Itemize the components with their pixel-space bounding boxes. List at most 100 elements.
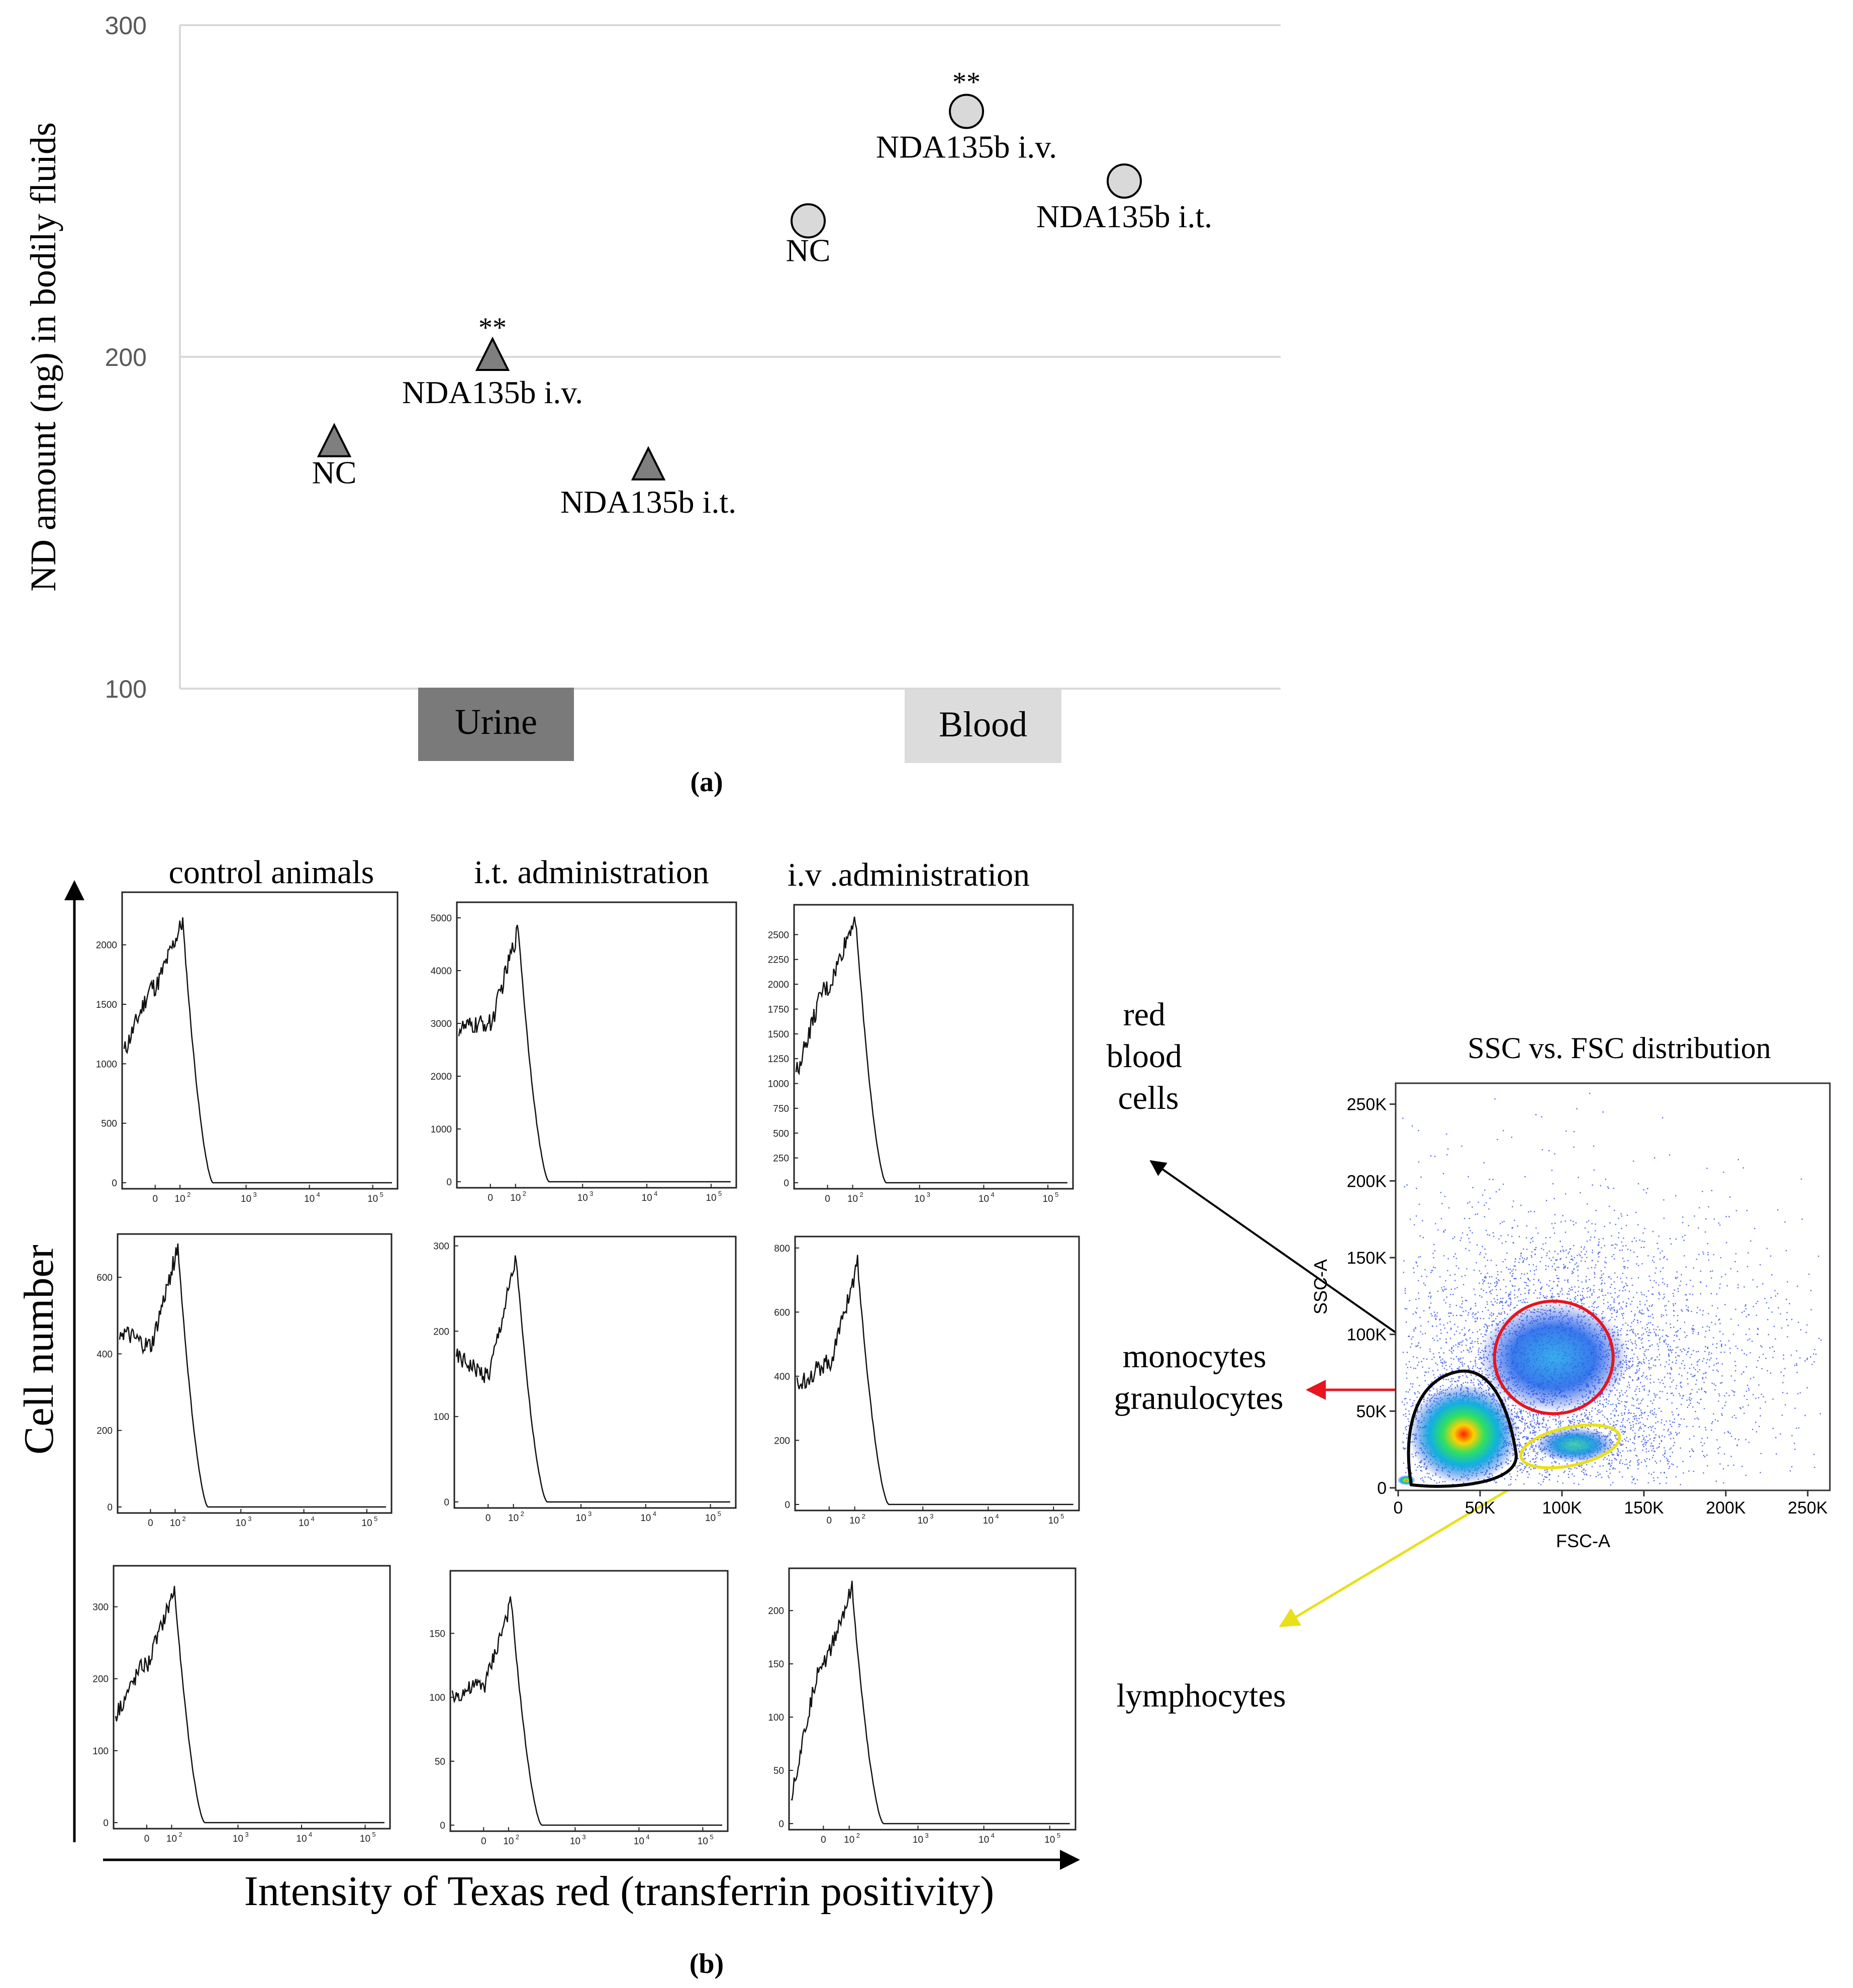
column-title-iv: i.v .administration	[788, 857, 1030, 893]
histogram-xtick-exponent: 5	[718, 1510, 721, 1518]
panel-b-caption: (b)	[690, 1948, 724, 1979]
marker-blood-nda135b-i-t	[1107, 163, 1142, 199]
histogram-xtick-label: 10	[166, 1834, 177, 1844]
histogram-curve	[119, 1243, 386, 1508]
histogram-ytick-label: 2250	[768, 955, 789, 966]
histogram-xtick-exponent: 4	[646, 1833, 649, 1841]
histogram-xtick-label: 0	[487, 1193, 493, 1203]
histogram-r0-c2: 0 250 500 750 1000 1250 1500 1750 2000 2250 2500 0 1…	[768, 904, 1074, 1204]
y-axis-label-cell-number: Cell number	[16, 1245, 62, 1455]
histogram-xtick-label: 10	[170, 1518, 180, 1529]
histogram-xtick-label: 10	[642, 1193, 652, 1203]
histogram-ytick-label: 2000	[431, 1072, 452, 1082]
histogram-xtick-label: 10	[705, 1513, 716, 1524]
histogram-ytick-label: 0	[446, 1177, 452, 1188]
scatter-ytick-label: 50K	[1356, 1402, 1387, 1421]
histogram-xtick-label: 10	[367, 1194, 378, 1204]
histogram-ytick-label: 0	[107, 1502, 113, 1513]
histogram-ytick-label: 5000	[431, 913, 452, 924]
significance-blood-nda135b-i-v: **	[952, 67, 981, 98]
histogram-xtick-exponent: 4	[653, 1510, 656, 1518]
histogram-xtick-label: 10	[360, 1834, 370, 1844]
histogram-ytick-label: 1500	[768, 1029, 789, 1040]
ytick-100: 100	[105, 675, 147, 703]
scatter-ticks: 00 50K 50K 100K 100K 150K 150K 200K 200K 250K 250K	[1347, 1095, 1828, 1518]
label-urine-nc: NC	[312, 455, 357, 491]
histogram-xtick-exponent: 5	[1060, 1512, 1064, 1520]
histogram-xtick-label: 0	[827, 1516, 832, 1526]
histogram-ytick-label: 1750	[768, 1004, 789, 1015]
histogram-xtick-exponent: 5	[710, 1833, 713, 1841]
histogram-ytick-label: 0	[784, 1178, 789, 1189]
panel-b: control animals i.t. administration i.v …	[16, 854, 1831, 1979]
histogram-ytick-label: 50	[435, 1757, 445, 1767]
histogram-ytick-label: 4000	[431, 966, 452, 977]
histogram-ytick-label: 1500	[96, 1000, 117, 1010]
histogram-ytick-label: 0	[112, 1178, 117, 1189]
y-tick-labels: 300 200 100	[105, 12, 147, 703]
histogram-ytick-label: 100	[768, 1713, 784, 1723]
histogram-xtick-label: 10	[844, 1835, 854, 1845]
histogram-xtick-label: 10	[508, 1513, 519, 1524]
histogram-ytick-label: 100	[429, 1693, 445, 1703]
gate-lymphocytes	[1519, 1423, 1621, 1470]
significance-urine-nda135b-i-v: **	[478, 312, 507, 343]
histogram-ytick-label: 150	[768, 1659, 784, 1670]
blood-category-label: Blood	[939, 704, 1027, 744]
histogram-xtick-exponent: 4	[311, 1515, 315, 1523]
panel-a-caption: (a)	[690, 767, 723, 798]
scatter-ytick-label: 250K	[1347, 1095, 1387, 1114]
histogram-xtick-exponent: 2	[179, 1831, 182, 1838]
histogram-xtick-label: 10	[510, 1193, 521, 1203]
scatter-xlabel: FSC-A	[1556, 1531, 1610, 1551]
y-gridlines	[179, 24, 1281, 690]
histogram-xtick-label: 0	[148, 1518, 153, 1529]
histogram-xtick-exponent: 4	[995, 1512, 999, 1520]
histogram-xtick-exponent: 2	[187, 1191, 190, 1198]
histogram-frame	[456, 901, 737, 1189]
histogram-ytick-label: 2000	[96, 940, 117, 951]
histogram-curve	[455, 1255, 730, 1503]
histogram-curve	[451, 1596, 722, 1826]
scatter-xtick-label: 100K	[1542, 1498, 1582, 1518]
histogram-ytick-label: 100	[433, 1412, 449, 1423]
scatter-xtick-label: 200K	[1706, 1498, 1746, 1518]
histogram-ytick-label: 500	[773, 1128, 789, 1139]
histogram-ytick-label: 0	[103, 1818, 109, 1829]
histogram-xtick-label: 10	[979, 1835, 989, 1845]
histogram-xtick-label: 10	[914, 1194, 925, 1204]
row-label-lymphocytes: lymphocytes	[1116, 1677, 1286, 1714]
histogram-xtick-exponent: 5	[380, 1191, 383, 1198]
histogram-ytick-label: 300	[92, 1602, 109, 1613]
marker-urine-nda135b-i-t	[631, 446, 666, 481]
histogram-xtick-label: 0	[152, 1194, 158, 1204]
histogram-curve	[123, 917, 392, 1184]
histogram-xtick-exponent: 4	[309, 1831, 312, 1838]
scatter-xtick-label: 0	[1394, 1498, 1403, 1518]
histogram-ytick-label: 0	[785, 1500, 790, 1510]
histogram-xtick-exponent: 3	[248, 1515, 251, 1523]
histogram-frame	[793, 904, 1074, 1190]
histogram-xtick-exponent: 5	[1055, 1191, 1058, 1198]
histogram-xtick-exponent: 3	[590, 1190, 593, 1197]
histogram-ytick-label: 300	[433, 1241, 449, 1252]
histogram-frame	[449, 1570, 729, 1832]
histogram-xtick-label: 10	[241, 1194, 251, 1204]
histogram-ytick-label: 750	[773, 1104, 789, 1114]
urine-category-box	[418, 688, 574, 761]
histogram-xtick-label: 10	[304, 1194, 315, 1204]
histogram-ytick-label: 600	[774, 1307, 790, 1318]
label-urine-nda135b-i-t: NDA135b i.t.	[560, 484, 736, 520]
histogram-xtick-label: 0	[825, 1194, 830, 1204]
gate-monocytes-granulocytes	[1493, 1299, 1615, 1415]
histogram-xtick-exponent: 3	[588, 1510, 592, 1518]
label-blood-nda135b-i-t: NDA135b i.t.	[1036, 199, 1212, 234]
marker-urine-nc	[317, 423, 352, 457]
histogram-frame	[794, 1236, 1080, 1511]
marker-blood-nc	[791, 203, 826, 239]
